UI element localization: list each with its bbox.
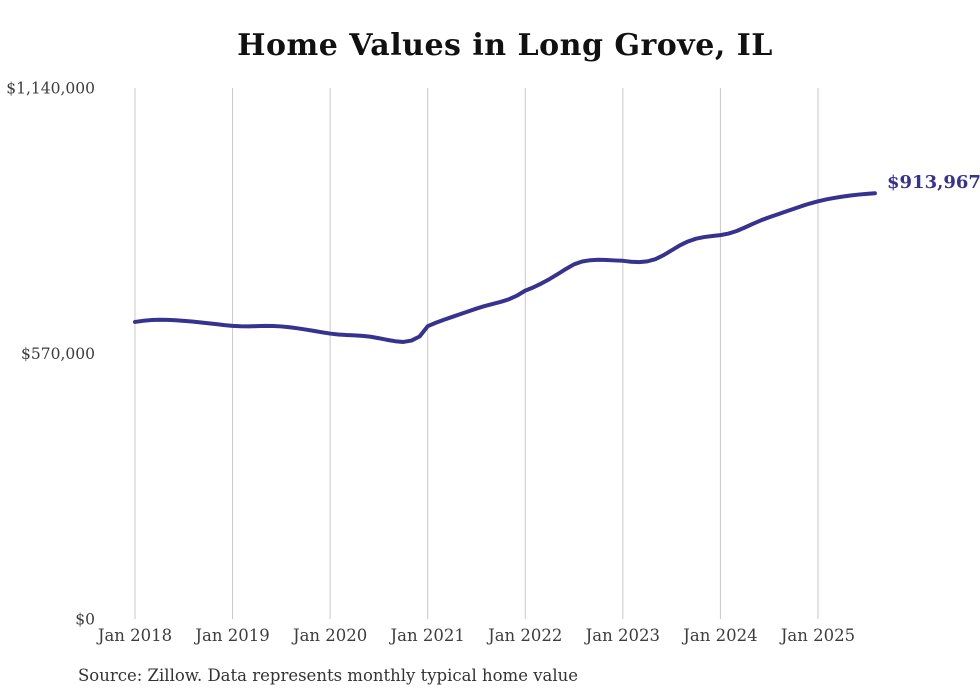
x-tick-label: Jan 2023 — [584, 626, 660, 645]
chart-title: Home Values in Long Grove, IL — [237, 28, 773, 63]
latest-value-label: $913,967 — [887, 172, 980, 193]
home-value-line — [133, 191, 877, 344]
x-tick-label: Jan 2018 — [96, 626, 172, 645]
y-tick-label: $0 — [75, 611, 95, 629]
y-tick-label: $1,140,000 — [6, 80, 95, 98]
x-tick-label: Jan 2021 — [389, 626, 465, 645]
y-tick-label: $570,000 — [21, 345, 95, 363]
x-tick-label: Jan 2025 — [779, 626, 855, 645]
x-tick-label: Jan 2020 — [291, 626, 367, 645]
source-note: Source: Zillow. Data represents monthly … — [78, 666, 579, 685]
x-tick-label: Jan 2022 — [486, 626, 562, 645]
x-tick-label: Jan 2019 — [193, 626, 269, 645]
x-tick-label: Jan 2024 — [681, 626, 757, 645]
